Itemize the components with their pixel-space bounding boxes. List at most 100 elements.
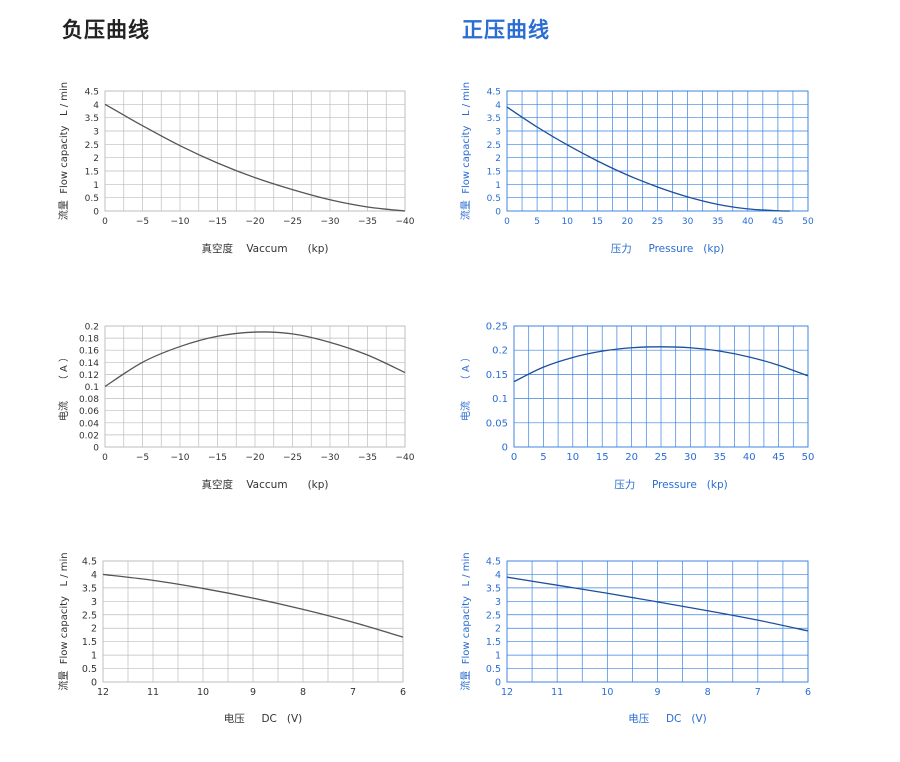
x-tick-label: 10: [197, 687, 209, 698]
x-tick-label: 40: [743, 452, 756, 463]
x-tick-label: 0: [102, 453, 108, 463]
x-tick-label: 6: [805, 687, 811, 698]
x-tick-label: 0: [511, 452, 517, 463]
y-tick-label: 3: [495, 597, 501, 608]
y-tick-label: 0.15: [486, 370, 508, 381]
x-axis-label: 真空度 Vaccum (kp): [201, 242, 328, 255]
x-tick-label: 30: [682, 217, 694, 227]
y-axis-label: 流量 Flow capacity L / min: [57, 82, 70, 220]
grid: [102, 560, 404, 683]
y-tick-label: 3: [93, 128, 99, 138]
y-axis-label: 电流 （ A ）: [57, 352, 70, 421]
x-tick-label: 20: [622, 217, 634, 227]
x-tick-label: 8: [300, 687, 306, 698]
series-line: [104, 103, 406, 212]
y-tick-label: 0.25: [486, 322, 508, 333]
x-tick-label: 12: [501, 687, 513, 698]
y-tick-label: 0.05: [486, 418, 508, 429]
y-tick-label: 0: [91, 678, 97, 689]
y-tick-label: 3.5: [85, 114, 99, 124]
y-tick-label: 4.5: [486, 557, 501, 568]
y-tick-label: 1.5: [487, 168, 501, 178]
y-tick-label: 0.16: [79, 347, 99, 357]
x-tick-label: −30: [321, 217, 340, 227]
y-tick-label: 1: [93, 181, 99, 191]
x-tick-label: 11: [147, 687, 159, 698]
x-tick-label: 50: [802, 217, 814, 227]
series-line: [506, 106, 790, 212]
x-tick-label: 35: [713, 452, 726, 463]
x-tick-label: −40: [396, 453, 415, 463]
x-tick-label: 9: [250, 687, 256, 698]
y-tick-label: 1: [91, 651, 97, 662]
x-tick-label: 25: [655, 452, 668, 463]
x-tick-label: 11: [551, 687, 563, 698]
y-tick-label: 3.5: [82, 583, 97, 594]
x-tick-label: −5: [136, 217, 149, 227]
y-tick-label: 1: [495, 181, 501, 191]
x-tick-label: 35: [712, 217, 723, 227]
x-tick-label: 45: [772, 452, 785, 463]
negative-pressure-title: 负压曲线: [62, 18, 150, 42]
y-axis-label: 流量 Flow capacity L / min: [459, 552, 472, 690]
y-tick-label: 0.04: [79, 419, 99, 429]
grid: [506, 560, 809, 683]
x-tick-label: −15: [208, 453, 227, 463]
y-tick-label: 0.14: [79, 359, 99, 369]
x-tick-label: −5: [136, 453, 149, 463]
y-tick-label: 2.5: [487, 141, 501, 151]
y-tick-label: 0: [495, 208, 501, 218]
plot-frame: [506, 560, 809, 683]
y-tick-label: 1.5: [486, 637, 501, 648]
grid: [104, 325, 406, 448]
y-tick-label: 4: [93, 101, 99, 111]
y-tick-label: 0: [495, 678, 501, 689]
y-tick-label: 0.08: [79, 395, 99, 405]
y-tick-label: 4: [495, 570, 501, 581]
x-axis-label: 电压 DC (V): [224, 712, 303, 725]
x-tick-label: 15: [592, 217, 603, 227]
y-tick-label: 2.5: [82, 610, 97, 621]
y-tick-label: 0.1: [85, 383, 99, 393]
x-tick-label: 6: [400, 687, 406, 698]
y-tick-label: 3.5: [486, 583, 501, 594]
y-tick-label: 4: [91, 570, 97, 581]
x-tick-label: −10: [171, 453, 190, 463]
x-axis-label: 压力 Pressure (kp): [611, 242, 724, 255]
x-tick-label: −10: [171, 217, 190, 227]
y-tick-label: 2: [495, 624, 501, 635]
x-tick-label: 10: [561, 217, 573, 227]
x-tick-label: 5: [534, 217, 540, 227]
plot-frame: [513, 325, 809, 448]
y-tick-label: 0.5: [487, 194, 501, 204]
x-tick-label: 20: [625, 452, 638, 463]
x-tick-label: 30: [684, 452, 697, 463]
y-tick-label: 4.5: [85, 88, 99, 98]
plot-frame: [506, 90, 809, 212]
y-tick-label: 0.12: [79, 371, 99, 381]
x-tick-label: 50: [802, 452, 815, 463]
x-tick-label: 5: [540, 452, 546, 463]
x-axis-label: 真空度 Vaccum (kp): [201, 478, 328, 491]
grid: [104, 90, 406, 212]
y-tick-label: 2.5: [486, 610, 501, 621]
y-tick-label: 4: [495, 101, 501, 111]
y-tick-label: 1.5: [85, 168, 99, 178]
y-tick-label: 0.5: [85, 194, 99, 204]
y-tick-label: 0.18: [79, 335, 99, 345]
x-tick-label: −35: [358, 453, 377, 463]
y-tick-label: 0.02: [79, 431, 99, 441]
x-axis-label: 电压 DC (V): [628, 712, 707, 725]
y-tick-label: 3: [495, 128, 501, 138]
x-tick-label: 40: [742, 217, 754, 227]
x-tick-label: 10: [566, 452, 579, 463]
y-tick-label: 4.5: [487, 88, 501, 98]
x-tick-label: 25: [652, 217, 663, 227]
y-tick-label: 0.2: [85, 323, 99, 333]
y-tick-label: 0: [93, 444, 99, 454]
positive-pressure-title: 正压曲线: [462, 18, 550, 42]
y-tick-label: 0.06: [79, 407, 99, 417]
